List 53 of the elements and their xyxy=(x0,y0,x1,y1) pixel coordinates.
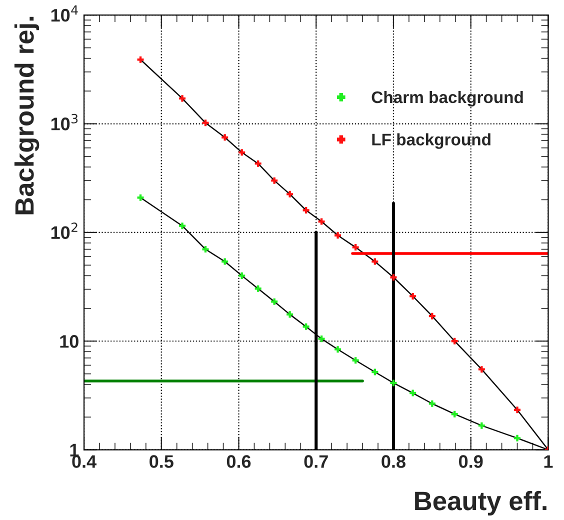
point xyxy=(410,390,416,396)
point xyxy=(238,272,246,279)
point xyxy=(179,95,186,102)
point xyxy=(478,366,485,373)
point xyxy=(428,312,436,320)
point xyxy=(222,258,228,265)
point xyxy=(372,368,378,376)
point xyxy=(202,246,209,253)
y-tick-label: 10$^{2}$ xyxy=(51,222,78,240)
y-tick-label: 10$^{4}$ xyxy=(51,5,78,22)
point xyxy=(451,410,458,418)
legend-label: LF background xyxy=(372,133,490,149)
point xyxy=(372,258,378,265)
point xyxy=(514,406,521,414)
point xyxy=(428,400,436,407)
point xyxy=(137,56,144,63)
point xyxy=(137,194,144,201)
point xyxy=(271,177,278,184)
point xyxy=(302,323,310,330)
point xyxy=(286,311,294,318)
point xyxy=(238,149,246,156)
point xyxy=(286,190,294,198)
x-tick-label: 0.6 xyxy=(226,455,251,468)
legend-label: Charm background xyxy=(372,90,523,107)
point xyxy=(334,346,342,353)
x-tick-label: 0.7 xyxy=(304,455,328,468)
point xyxy=(318,336,325,342)
x-tick-label: 0.9 xyxy=(459,455,483,468)
point xyxy=(254,160,262,167)
point xyxy=(390,274,397,281)
x-tick-label: 1 xyxy=(544,455,553,468)
point xyxy=(410,292,416,300)
x-axis-title: Beauty eff. xyxy=(415,490,546,516)
point xyxy=(202,120,209,126)
point xyxy=(514,434,521,442)
x-tick-label: 0.5 xyxy=(150,455,174,468)
point xyxy=(302,207,310,214)
x-tick-label: 0.8 xyxy=(382,455,406,468)
point xyxy=(334,232,342,239)
y-tick-label: 10$^{3}$ xyxy=(51,114,78,130)
point xyxy=(254,285,262,292)
point xyxy=(318,218,325,225)
point xyxy=(352,357,359,364)
x-tick-label: 0.4 xyxy=(72,455,96,468)
y-tick-label: 10 xyxy=(60,335,78,348)
point xyxy=(222,134,228,141)
point xyxy=(451,338,458,344)
point xyxy=(478,422,485,429)
point xyxy=(271,298,278,305)
point xyxy=(179,222,186,230)
point xyxy=(390,380,397,386)
point xyxy=(352,244,359,251)
y-axis-title: Background rej. xyxy=(14,16,40,214)
